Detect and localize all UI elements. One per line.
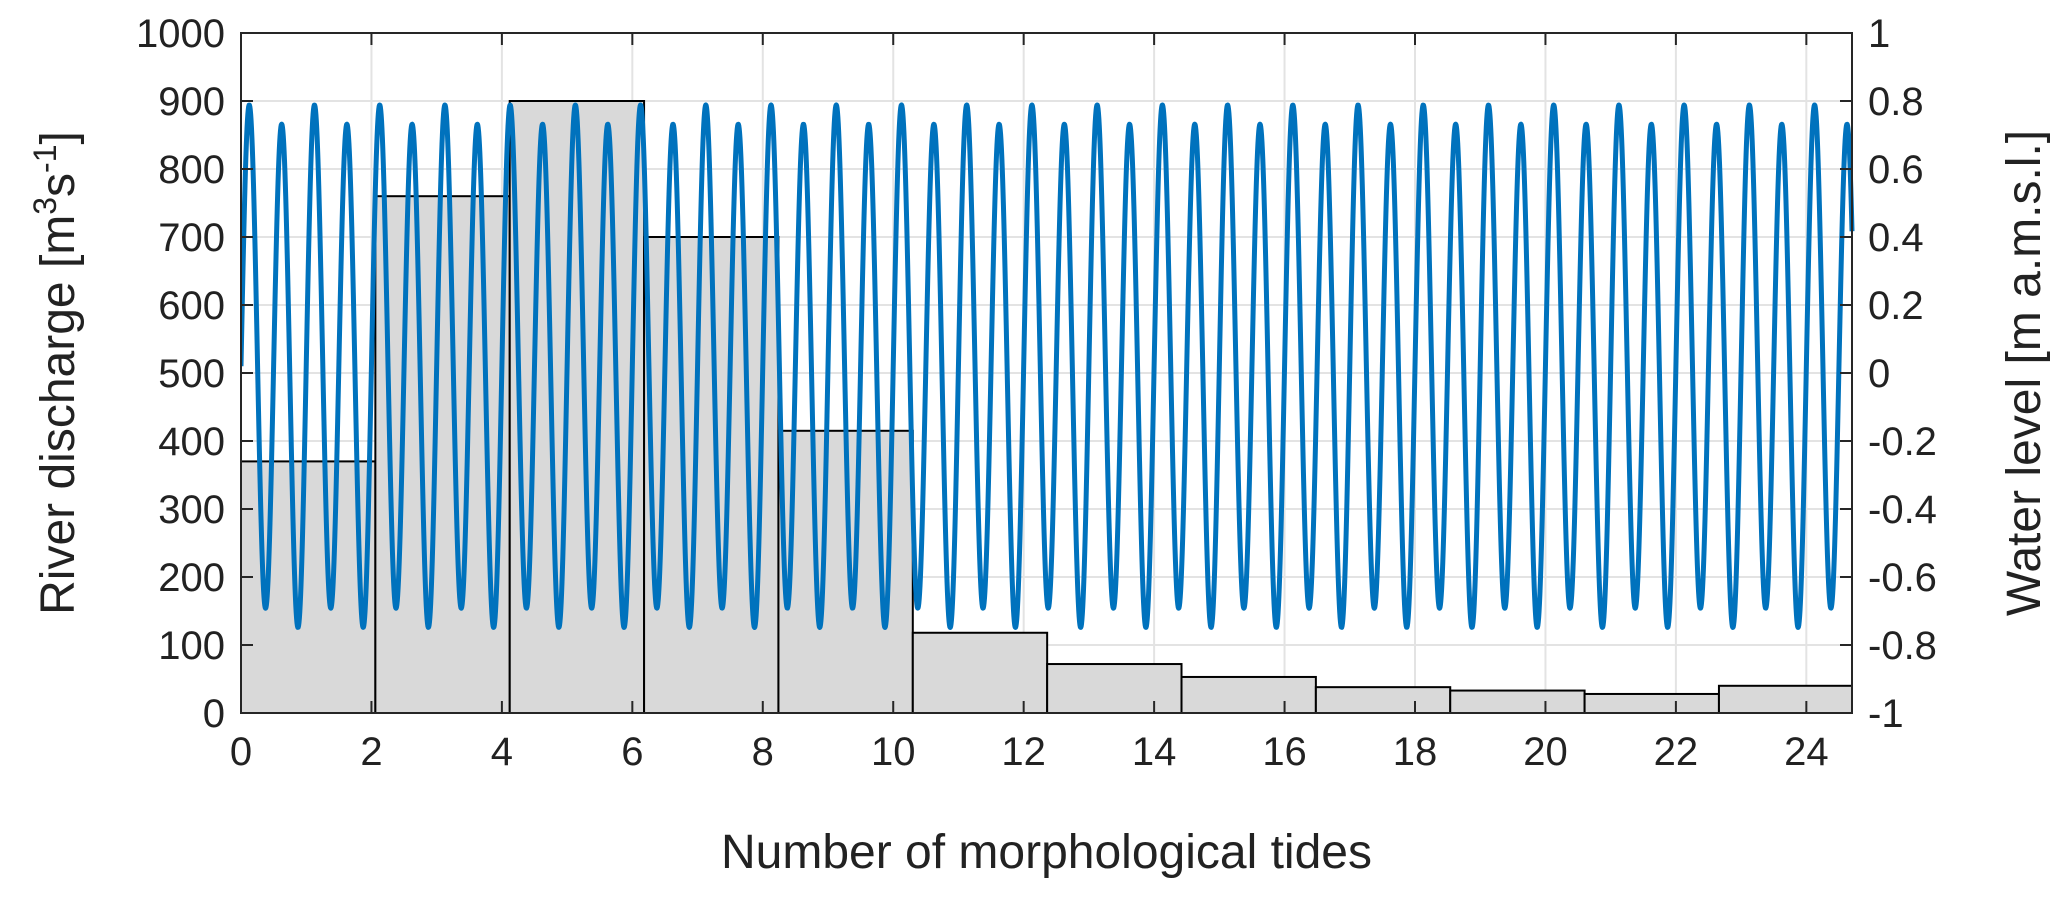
x-tick-label: 12 — [1001, 730, 1046, 774]
left-y-tick-label: 700 — [158, 216, 225, 260]
left-y-axis-ticks: 0 100 200 300 400 500 600 700 800 900 1000 — [136, 12, 253, 736]
right-y-tick-label: 0.8 — [1868, 80, 1924, 124]
right-y-tick-label: 0.2 — [1868, 284, 1924, 328]
discharge-bar-10 — [1449, 689, 1586, 714]
left-y-tick-label: 1000 — [136, 12, 225, 56]
water-level-line — [241, 102, 1855, 630]
left-y-axis-title-end: ] — [32, 131, 85, 144]
left-y-tick-label: 100 — [158, 624, 225, 668]
x-tick-label: 2 — [360, 730, 382, 774]
x-tick-label: 14 — [1132, 730, 1177, 774]
left-y-axis-title-mid: s — [32, 173, 85, 197]
right-y-tick-label: 1 — [1868, 12, 1890, 56]
left-y-tick-label: 600 — [158, 284, 225, 328]
right-y-tick-label: -1 — [1868, 692, 1904, 736]
x-tick-label: 10 — [871, 730, 916, 774]
discharge-bar-12 — [1717, 684, 1854, 714]
x-tick-label: 18 — [1393, 730, 1438, 774]
right-y-tick-label: -0.4 — [1868, 488, 1937, 532]
x-tick-label: 6 — [621, 730, 643, 774]
left-y-axis-title-exp1: 3 — [27, 197, 63, 215]
x-tick-label: 16 — [1262, 730, 1307, 774]
discharge-bar-7 — [1046, 663, 1183, 714]
left-y-tick-label: 900 — [158, 80, 225, 124]
right-y-tick-label: 0.4 — [1868, 216, 1924, 260]
left-y-tick-label: 800 — [158, 148, 225, 192]
x-tick-label: 8 — [752, 730, 774, 774]
right-y-tick-label: -0.2 — [1868, 420, 1937, 464]
left-y-tick-label: 0 — [203, 692, 225, 736]
left-y-tick-label: 400 — [158, 420, 225, 464]
right-y-tick-label: 0.6 — [1868, 148, 1924, 192]
right-y-tick-label: -0.8 — [1868, 624, 1937, 668]
discharge-bar-9 — [1314, 686, 1452, 714]
right-y-axis-ticks: -1 -0.8 -0.6 -0.4 -0.2 0 0.2 0.4 0.6 0.8 1 — [1840, 12, 1937, 736]
left-y-axis-title-main: River discharge [m — [32, 215, 85, 615]
left-y-tick-label: 500 — [158, 352, 225, 396]
right-y-tick-label: -0.6 — [1868, 556, 1937, 600]
x-tick-label: 4 — [491, 730, 513, 774]
right-y-axis-title: Water level [m a.m.s.l.] — [1998, 130, 2051, 616]
x-tick-label: 0 — [230, 730, 252, 774]
left-y-axis-title: River discharge [m3s-1] — [27, 131, 85, 615]
x-axis-ticks: 0 2 4 6 8 10 12 14 16 18 20 22 24 — [230, 33, 1829, 774]
water-level-series — [241, 102, 1855, 630]
discharge-bar-8 — [1180, 675, 1317, 715]
left-y-tick-label: 300 — [158, 488, 225, 532]
x-tick-label: 22 — [1654, 730, 1699, 774]
discharge-bar-6 — [911, 631, 1049, 715]
right-y-tick-label: 0 — [1868, 352, 1890, 396]
discharge-bar-11 — [1583, 692, 1720, 715]
left-y-axis-title-exp2: -1 — [27, 144, 63, 172]
x-tick-label: 20 — [1523, 730, 1568, 774]
left-y-tick-label: 200 — [158, 556, 225, 600]
x-axis-title: Number of morphological tides — [721, 826, 1372, 879]
x-tick-label: 24 — [1784, 730, 1829, 774]
